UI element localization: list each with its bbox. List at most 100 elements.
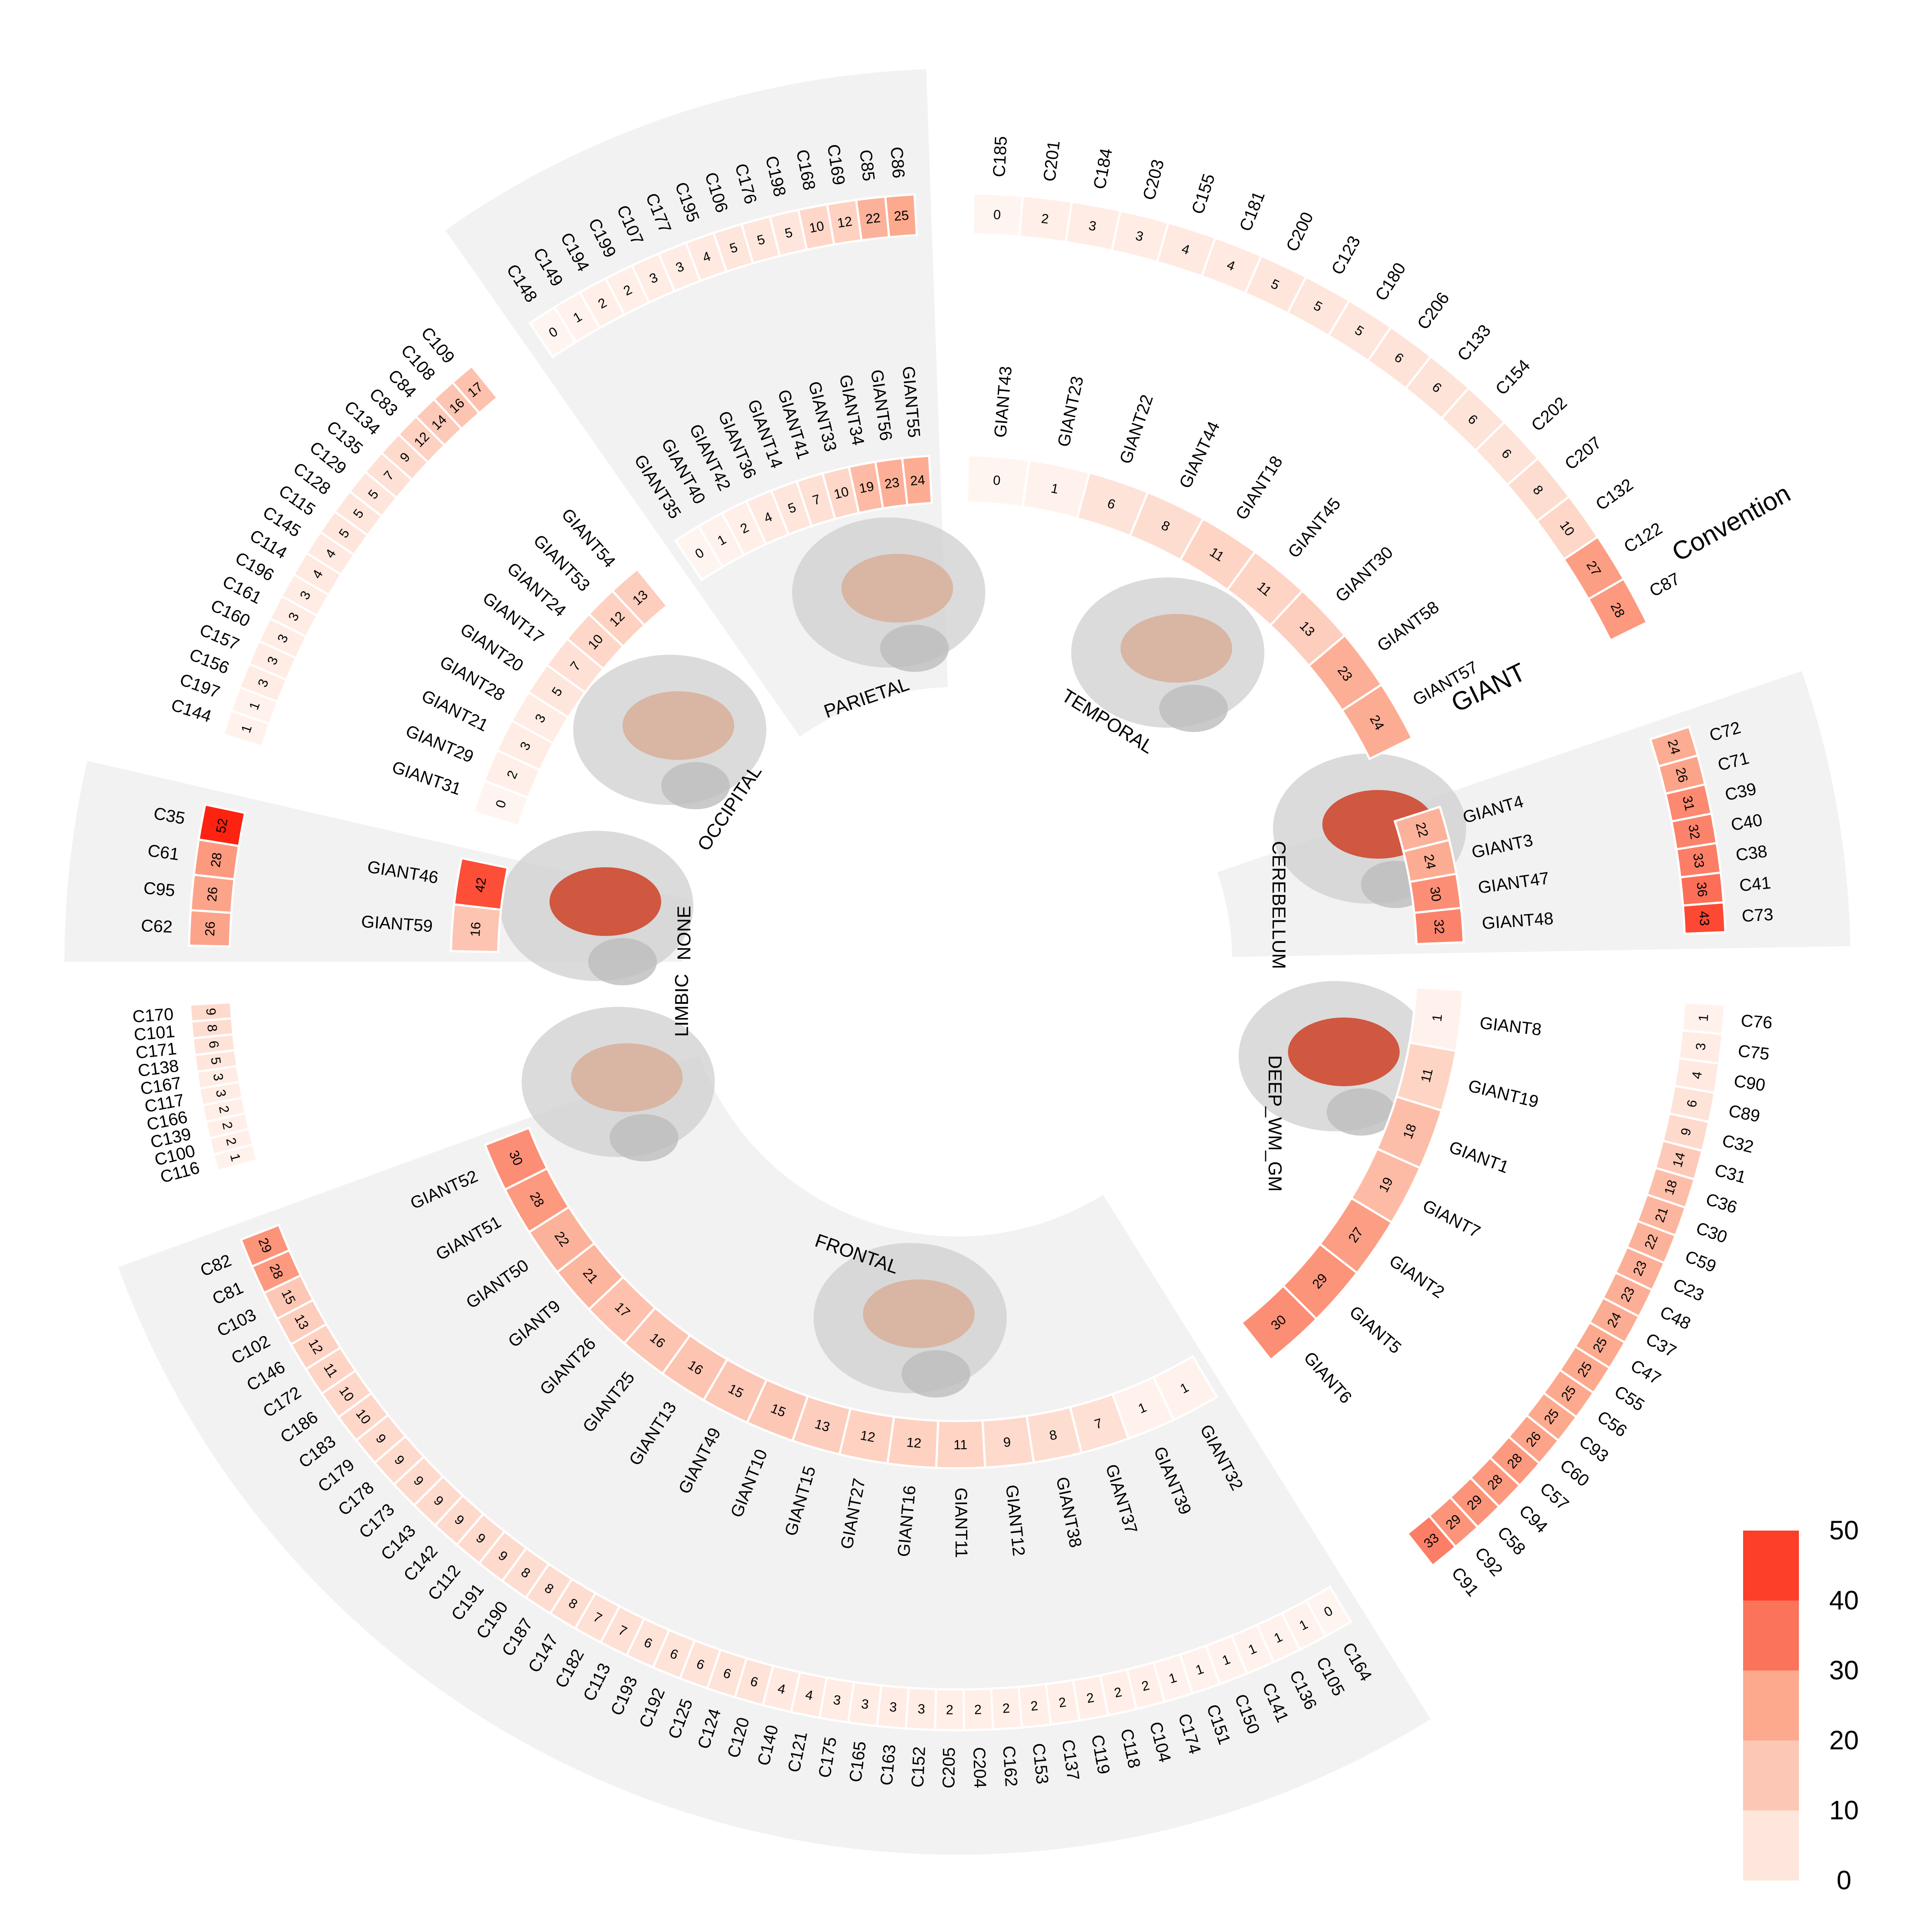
- cell-value: 2: [946, 1702, 954, 1717]
- cell-label: C101: [133, 1022, 176, 1044]
- cell-label: C38: [1735, 842, 1768, 865]
- heat-cell: [1587, 577, 1649, 642]
- legend-tick-label: 40: [1829, 1586, 1859, 1616]
- cell-label: C155: [1188, 172, 1219, 216]
- cell-value: 26: [204, 886, 221, 902]
- cell-label: C122: [1621, 519, 1665, 557]
- lobe-label-cerebellum: CEREBELLUM: [1268, 841, 1289, 969]
- cell-value: 24: [910, 472, 926, 489]
- cell-label: C203: [1139, 158, 1168, 202]
- heat-cell: [197, 803, 246, 848]
- cell-label: C91: [1448, 1564, 1482, 1600]
- cell-label: C86: [887, 146, 908, 179]
- cell-value: 12: [906, 1434, 922, 1451]
- cell-value: 33: [1690, 852, 1707, 869]
- cell-value: 2: [1057, 1695, 1067, 1710]
- cell-value: 3: [210, 1072, 226, 1081]
- cell-value: 1: [1695, 1014, 1711, 1022]
- cell-label: C201: [1040, 140, 1063, 182]
- cell-value: 8: [204, 1024, 220, 1032]
- cell-value: 26: [1673, 766, 1691, 784]
- cell-label: GIANT58: [1374, 598, 1443, 656]
- cell-label: C163: [877, 1744, 899, 1786]
- cell-value: 2: [1040, 211, 1049, 227]
- legend-tick-label: 20: [1829, 1726, 1859, 1756]
- legend-swatch: [1743, 1531, 1799, 1601]
- heat-cell: [453, 857, 509, 911]
- lobe-label-limbic: LIMBIC: [671, 974, 693, 1037]
- lobe-label-none: NONE: [674, 906, 695, 960]
- brain-icon-frontal: [814, 1243, 1007, 1397]
- cell-label: C162: [999, 1745, 1021, 1787]
- cell-label: GIANT6: [1300, 1348, 1355, 1407]
- heat-cell: [901, 455, 933, 507]
- cell-label: C184: [1090, 147, 1116, 191]
- cell-label: C202: [1528, 393, 1571, 435]
- cell-value: 9: [203, 1008, 219, 1016]
- cell-value: 4: [804, 1687, 814, 1703]
- cell-label: GIANT11: [951, 1488, 971, 1558]
- cell-label: C61: [146, 841, 180, 864]
- cell-label: C30: [1694, 1218, 1730, 1247]
- cell-label: C144: [169, 696, 214, 726]
- cell-value: 12: [859, 1428, 876, 1445]
- brain-icon-deep: [1239, 981, 1432, 1136]
- legend-tick-label: 0: [1837, 1866, 1851, 1896]
- cell-value: 12: [836, 213, 853, 231]
- cell-label: C200: [1282, 209, 1317, 254]
- cell-label: C185: [990, 136, 1011, 178]
- cell-value: 2: [216, 1104, 232, 1115]
- cell-label: C56: [1594, 1407, 1630, 1441]
- cell-value: 25: [893, 208, 909, 224]
- heat-cell: [451, 365, 499, 415]
- cell-label: C170: [132, 1005, 174, 1026]
- cell-value: 6: [1684, 1099, 1700, 1109]
- cell-value: 6: [206, 1040, 222, 1049]
- heat-cell: [884, 193, 918, 239]
- cell-label: GIANT1: [1446, 1138, 1511, 1177]
- cell-label: GIANT31: [389, 758, 463, 799]
- cell-label: C60: [1556, 1456, 1593, 1491]
- cell-label: C76: [1740, 1011, 1773, 1032]
- cell-label: GIANT2: [1386, 1252, 1448, 1302]
- cell-label: GIANT29: [403, 721, 477, 766]
- cell-label: C89: [1727, 1101, 1762, 1126]
- heat-cell: [1406, 1514, 1457, 1567]
- cell-value: 1: [1429, 1013, 1445, 1022]
- legend-tick-label: 50: [1829, 1516, 1859, 1546]
- cell-label: C90: [1732, 1072, 1766, 1095]
- cell-value: 42: [472, 876, 489, 893]
- cell-label: C32: [1720, 1131, 1755, 1157]
- cell-label: GIANT23: [1054, 374, 1087, 448]
- cell-label: C41: [1738, 873, 1771, 895]
- cell-label: GIANT22: [1116, 392, 1157, 466]
- cell-label: C92: [1471, 1544, 1506, 1580]
- brain-illustrations: [500, 517, 1466, 1397]
- brain-icon-limbic: [522, 1007, 715, 1161]
- cell-value: 52: [213, 817, 231, 834]
- heat-cell: [189, 1001, 233, 1023]
- cell-value: 3: [889, 1699, 897, 1715]
- legend-tick-label: 30: [1829, 1656, 1859, 1686]
- cell-label: C57: [1536, 1479, 1572, 1514]
- sector-bands: [64, 69, 1850, 1855]
- cell-value: 0: [993, 207, 1001, 222]
- brain-icon-occipital: [573, 655, 766, 809]
- cell-value: 1: [1050, 480, 1060, 497]
- cell-value: 22: [865, 210, 881, 227]
- cell-label: GIANT7: [1419, 1196, 1483, 1242]
- heat-cell: [1682, 901, 1727, 935]
- cell-label: GIANT5: [1346, 1302, 1405, 1358]
- cell-value: 2: [1085, 1690, 1095, 1706]
- cell-label: GIANT43: [991, 365, 1015, 438]
- cell-label: C180: [1372, 259, 1410, 304]
- cell-label: C207: [1561, 433, 1605, 474]
- cell-value: 0: [993, 473, 1001, 488]
- cell-label: C123: [1328, 233, 1364, 278]
- cell-label: C171: [135, 1039, 178, 1063]
- brain-icon-none: [500, 831, 693, 985]
- cell-label: C133: [1454, 321, 1495, 365]
- cell-label: C58: [1494, 1523, 1529, 1558]
- heat-cell: [483, 1126, 549, 1191]
- heat-cell: [1340, 683, 1414, 760]
